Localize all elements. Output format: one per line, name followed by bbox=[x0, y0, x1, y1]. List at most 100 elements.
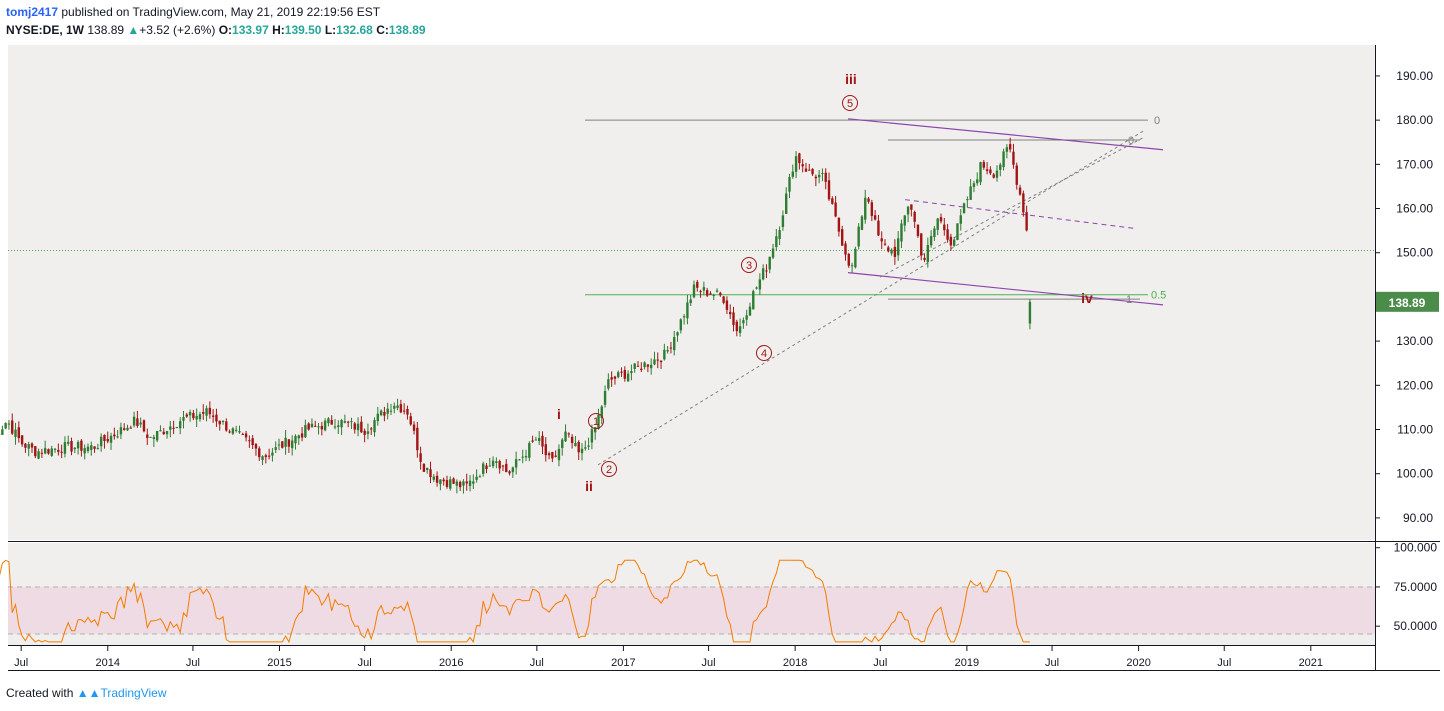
candle bbox=[715, 288, 719, 293]
candle bbox=[442, 477, 445, 486]
candle bbox=[893, 239, 897, 265]
candle bbox=[139, 417, 142, 428]
rsi-band-fill bbox=[8, 586, 1375, 635]
candle bbox=[192, 409, 195, 421]
candle bbox=[53, 447, 57, 453]
rsi-tick-label: 100.000 bbox=[1394, 541, 1438, 555]
tradingview-brand[interactable]: TradingView bbox=[100, 686, 167, 700]
candle bbox=[880, 231, 883, 250]
candle bbox=[96, 443, 100, 450]
candle bbox=[330, 415, 333, 425]
candle bbox=[399, 399, 403, 414]
candle bbox=[350, 417, 353, 429]
rsi-series bbox=[0, 559, 1030, 644]
wave-point-label: 1 bbox=[593, 416, 599, 428]
candle bbox=[363, 428, 366, 443]
candle bbox=[231, 427, 235, 436]
time-tick-label: 2014 bbox=[96, 657, 120, 669]
candle bbox=[646, 364, 650, 373]
wave-label: i bbox=[557, 406, 561, 422]
candle bbox=[80, 439, 83, 457]
open-label: O: bbox=[218, 23, 233, 37]
candle bbox=[663, 343, 666, 361]
candle bbox=[14, 422, 17, 445]
candle bbox=[228, 429, 231, 434]
candle bbox=[732, 306, 735, 332]
candle bbox=[307, 422, 310, 431]
price-tick-label: 130.00 bbox=[1396, 334, 1433, 348]
candle bbox=[429, 461, 432, 484]
candle bbox=[1028, 299, 1032, 330]
candle bbox=[155, 430, 159, 443]
candle bbox=[929, 230, 933, 248]
candle bbox=[136, 410, 139, 428]
candle bbox=[472, 474, 475, 490]
candle bbox=[567, 432, 571, 438]
wave-point-label: 4 bbox=[761, 348, 767, 360]
candle bbox=[643, 361, 646, 370]
time-tick-label: 2020 bbox=[1126, 657, 1150, 669]
candle bbox=[673, 330, 676, 356]
time-tick-label: 2018 bbox=[783, 657, 807, 669]
last-price-badge bbox=[1376, 291, 1439, 312]
candle bbox=[50, 445, 53, 457]
candle bbox=[636, 361, 640, 367]
candle bbox=[1008, 137, 1012, 153]
candle bbox=[580, 443, 584, 461]
price-tick-label: 180.00 bbox=[1396, 113, 1433, 127]
candle bbox=[99, 433, 103, 452]
wave-point-circle bbox=[601, 461, 617, 477]
time-tick-label: 2016 bbox=[439, 657, 463, 669]
candle bbox=[1018, 184, 1022, 196]
candle bbox=[475, 469, 478, 483]
candle bbox=[297, 434, 300, 446]
candle bbox=[360, 416, 363, 434]
candle bbox=[972, 180, 976, 193]
candle bbox=[119, 422, 123, 440]
candle bbox=[870, 199, 874, 222]
candle bbox=[435, 471, 439, 487]
candle bbox=[452, 477, 455, 485]
candle bbox=[584, 440, 587, 451]
candle bbox=[195, 408, 198, 427]
candle bbox=[781, 210, 785, 231]
candle bbox=[86, 443, 90, 454]
time-tick-label: Jul bbox=[530, 657, 544, 669]
candle bbox=[277, 438, 281, 451]
time-tick-label: 2015 bbox=[267, 657, 291, 669]
candle bbox=[43, 440, 47, 455]
price-tick-label: 110.00 bbox=[1397, 423, 1433, 437]
candle bbox=[175, 426, 179, 429]
candle bbox=[775, 228, 778, 251]
author-link[interactable]: tomj2417 bbox=[6, 5, 59, 19]
candle bbox=[17, 421, 21, 443]
wave-point-label: 5 bbox=[847, 98, 853, 110]
candle bbox=[620, 367, 623, 377]
candle bbox=[913, 210, 916, 228]
candle bbox=[518, 458, 521, 461]
candle bbox=[488, 457, 491, 467]
candle bbox=[626, 370, 630, 382]
candle bbox=[83, 444, 86, 460]
candle bbox=[699, 289, 702, 298]
candle bbox=[202, 404, 205, 420]
candle bbox=[956, 223, 959, 241]
change-value: +3.52 (+2.6%) bbox=[139, 23, 216, 37]
candle bbox=[70, 437, 73, 456]
candle bbox=[455, 479, 459, 494]
candle bbox=[271, 447, 274, 462]
symbol-label[interactable]: NYSE:DE, 1W bbox=[6, 23, 85, 37]
fib-label: 0 bbox=[1154, 115, 1160, 127]
candle bbox=[551, 451, 554, 463]
candle bbox=[1025, 205, 1028, 232]
fib-label: 0 bbox=[1128, 135, 1134, 147]
wave-point-circle bbox=[842, 95, 858, 111]
candle bbox=[501, 464, 505, 472]
candle bbox=[376, 406, 380, 426]
candle bbox=[1005, 144, 1009, 159]
time-tick-label: 2019 bbox=[955, 657, 979, 669]
candle bbox=[60, 444, 63, 459]
candle bbox=[386, 402, 389, 420]
candle bbox=[264, 453, 268, 464]
